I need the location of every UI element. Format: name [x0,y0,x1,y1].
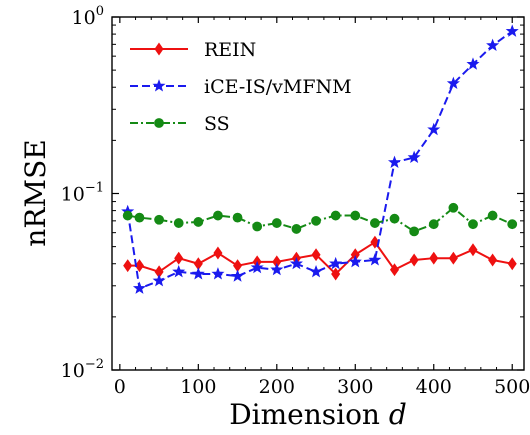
data-point [350,210,361,221]
series-2 [122,202,518,237]
data-point [409,226,420,237]
data-point [252,221,263,232]
legend-marker [154,42,164,56]
data-point [191,267,205,280]
plot-frame [111,16,525,371]
plot-area [121,24,519,294]
data-point [309,264,323,278]
x-axis-label: Dimension d [229,398,407,431]
data-point [427,122,441,136]
data-point [231,269,245,282]
y-tick-label: 10−2 [61,357,104,382]
x-tick-label: 0 [114,376,126,398]
data-point [468,219,478,230]
data-point [174,251,184,265]
data-point [330,210,341,221]
data-point [213,246,223,260]
y-axis-label: nRMSE [19,139,52,246]
legend-marker [154,118,164,128]
data-point [134,212,145,223]
y-tick-label: 10−1 [61,181,104,206]
data-point [154,214,164,225]
x-tick-label: 400 [416,376,452,398]
x-tick-label: 100 [180,376,216,398]
data-point [172,264,186,278]
data-point [428,219,439,230]
data-point [505,24,519,37]
data-point [329,256,343,270]
data-point [407,150,421,164]
legend-marker [152,79,166,92]
data-point [213,210,223,221]
data-point [486,38,500,51]
data-point [311,215,321,226]
data-point [370,235,380,249]
data-point [348,254,362,268]
data-point [132,281,146,294]
data-point [389,263,400,277]
data-point [193,217,204,227]
x-tick-label: 500 [494,376,530,398]
legend-label: SS [204,113,230,135]
data-point [466,57,480,70]
series-line [126,30,513,290]
x-tick-label: 200 [259,376,295,398]
data-point [387,155,402,168]
data-point [232,212,243,223]
data-point [211,267,225,280]
legend-label: iCE-IS/vMFNM [204,76,352,98]
data-point [369,218,380,228]
data-point [389,213,400,224]
axis-ticks: 0 100 200 300 400 500 10−2 10−1 100 [61,4,530,398]
data-point [429,251,439,265]
x-tick-label: 300 [337,376,373,398]
data-point [270,262,284,276]
data-point [368,253,382,266]
data-point [331,267,341,281]
data-point [289,256,303,270]
data-point [507,257,517,271]
legend-label: REIN [204,39,256,61]
data-point [311,248,321,262]
data-point [409,253,419,267]
data-point [123,259,133,273]
data-point [122,210,133,221]
data-point [468,243,478,257]
series-1 [121,24,519,294]
data-point [250,260,264,274]
data-point [448,251,458,265]
y-tick-label: 100 [72,4,104,29]
data-point [446,76,460,90]
data-point [507,219,518,230]
data-point [134,259,144,273]
data-point [488,253,498,267]
data-point [152,273,166,287]
data-point [271,218,282,228]
data-point [291,224,302,234]
data-point [173,218,184,228]
legend: REIN iCE-IS/vMFNM SS [130,39,352,135]
data-point [448,202,459,213]
data-point [487,210,498,221]
